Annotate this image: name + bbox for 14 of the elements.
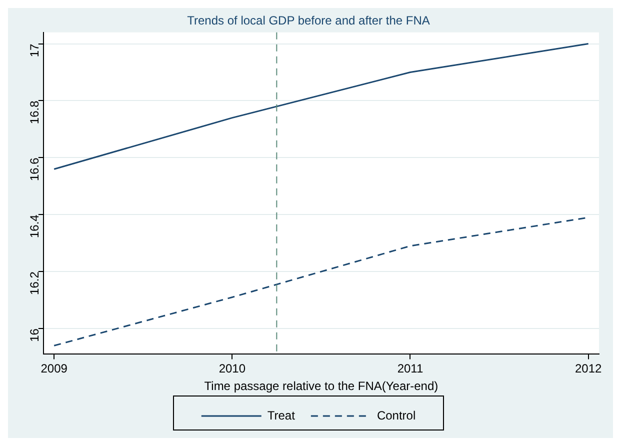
x-axis-title: Time passage relative to the FNA(Year-end) bbox=[204, 379, 438, 394]
legend-label: Treat bbox=[267, 408, 296, 422]
y-tick-label: 17 bbox=[28, 43, 42, 58]
y-tick-label: 16.6 bbox=[28, 157, 42, 182]
y-tick-label: 16.4 bbox=[28, 214, 42, 238]
y-tick-label: 16.8 bbox=[28, 100, 42, 124]
y-tick-label: 16 bbox=[28, 328, 42, 342]
x-tick-label: 2009 bbox=[40, 362, 68, 376]
x-tick-label: 2010 bbox=[218, 362, 246, 376]
x-tick-label: 2011 bbox=[397, 362, 424, 376]
chart-title: Trends of local GDP before and after the FNA bbox=[187, 14, 430, 28]
legend-label: Control bbox=[376, 408, 416, 422]
x-tick-label: 2012 bbox=[574, 362, 602, 376]
y-tick-label: 16.2 bbox=[28, 271, 42, 295]
